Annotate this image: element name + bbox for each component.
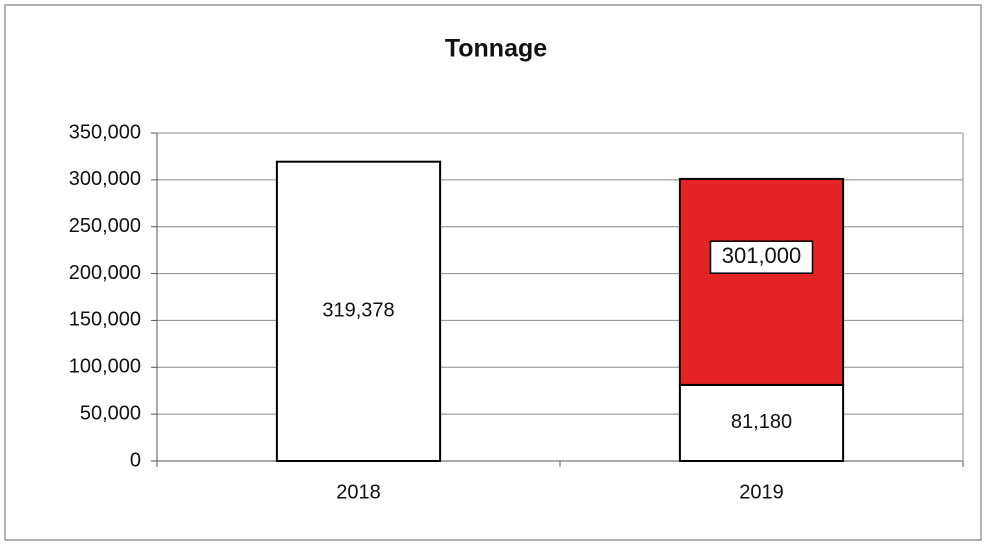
y-tick-label: 150,000	[69, 309, 141, 331]
bar-segment	[275, 160, 442, 463]
y-tick-label: 100,000	[69, 356, 141, 378]
y-tick-label: 350,000	[69, 121, 141, 143]
y-tick-label: 200,000	[69, 262, 141, 284]
total-label-box	[709, 240, 814, 274]
bar-segment	[678, 177, 845, 386]
y-tick-label: 300,000	[69, 168, 141, 190]
chart-title: Tonnage	[445, 35, 547, 63]
total-label: 301,000	[722, 243, 802, 268]
value-label: 81,180	[731, 411, 792, 433]
x-tick-label: 2019	[739, 481, 784, 503]
y-tick-label: 50,000	[80, 402, 141, 424]
bar-segment	[678, 383, 845, 462]
x-tick-label: 2018	[336, 481, 381, 503]
value-label: 319,378	[322, 300, 394, 322]
y-tick-label: 250,000	[69, 215, 141, 237]
y-tick-label: 0	[130, 449, 141, 471]
